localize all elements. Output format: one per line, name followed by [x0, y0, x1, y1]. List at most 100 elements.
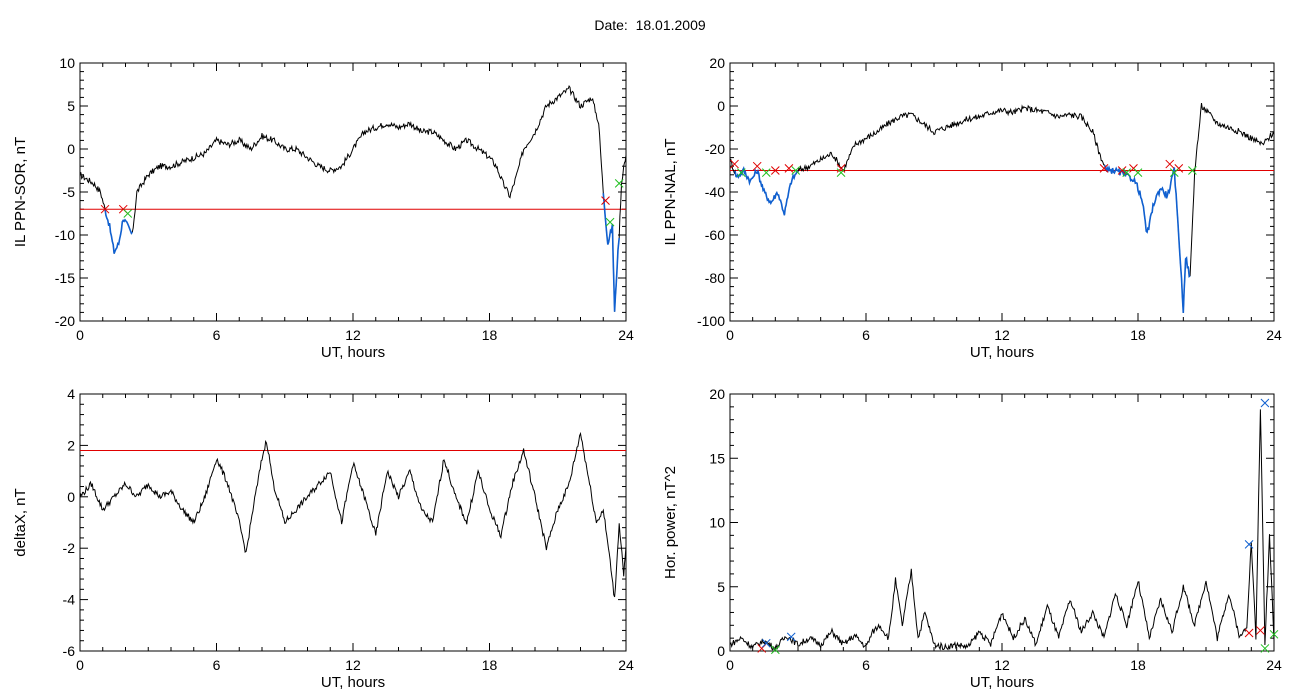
start-marker [752, 161, 762, 171]
x-axis-label: UT, hours [970, 674, 1034, 691]
y-tick-label: 4 [67, 386, 75, 402]
x-tick-label: 12 [994, 657, 1010, 673]
x-tick-label: 6 [213, 657, 221, 673]
y-axis-label: deltaX, nT [12, 488, 29, 556]
y-tick-label: 0 [67, 489, 75, 505]
start-marker [1256, 626, 1265, 635]
peak-marker [1244, 539, 1254, 549]
start-marker [1099, 163, 1109, 173]
start-marker [836, 163, 846, 173]
x-axis-label: UT, hours [321, 674, 385, 691]
x-tick-label: 12 [345, 657, 361, 673]
highlight-segment [602, 193, 620, 312]
x-tick-label: 18 [482, 657, 498, 673]
x-tick-label: 0 [76, 657, 84, 673]
y-tick-label: -80 [705, 270, 725, 286]
end-marker [770, 645, 780, 655]
peak-marker [1260, 398, 1270, 408]
y-tick-label: 10 [709, 515, 725, 531]
y-tick-label: 0 [717, 643, 725, 659]
x-tick-label: 18 [1130, 327, 1146, 343]
y-tick-label: 5 [717, 579, 725, 595]
y-tick-label: -60 [705, 227, 725, 243]
x-tick-label: 6 [862, 657, 870, 673]
x-tick-label: 18 [1130, 657, 1146, 673]
start-marker [1117, 166, 1127, 175]
plot-frame [729, 62, 1275, 322]
y-tick-label: -6 [63, 643, 76, 659]
y-axis-label: Hor. power, nT^2 [662, 466, 679, 579]
series-line [79, 85, 627, 312]
y-tick-label: 20 [709, 55, 725, 71]
end-marker [1260, 644, 1270, 653]
peak-marker [786, 632, 796, 642]
start-marker [100, 204, 110, 214]
x-tick-label: 0 [726, 327, 734, 343]
x-tick-label: 6 [213, 327, 221, 343]
x-tick-label: 12 [345, 327, 361, 343]
start-marker [784, 163, 794, 173]
end-marker [614, 179, 624, 188]
end-marker [791, 166, 801, 175]
end-marker [1269, 629, 1279, 639]
end-marker [1122, 168, 1132, 178]
y-tick-label: -20 [705, 141, 725, 157]
x-tick-label: 24 [1266, 657, 1282, 673]
x-tick-label: 0 [76, 327, 84, 343]
y-axis-label: IL PPN-NAL, nT [662, 139, 679, 246]
y-tick-label: -20 [55, 313, 75, 329]
series-line [729, 103, 1275, 313]
y-tick-label: -40 [705, 184, 725, 200]
y-tick-label: 10 [59, 55, 75, 71]
x-tick-label: 6 [862, 327, 870, 343]
x-tick-label: 18 [482, 327, 498, 343]
y-tick-label: 5 [67, 98, 75, 114]
start-marker [1244, 628, 1254, 638]
series-line [729, 409, 1275, 652]
end-marker [836, 168, 846, 178]
y-tick-label: 15 [709, 450, 725, 466]
y-tick-label: 0 [717, 98, 725, 114]
y-tick-label: 0 [67, 141, 75, 157]
y-tick-label: -4 [63, 592, 76, 608]
y-tick-label: 20 [709, 386, 725, 402]
chart-sor: 0 6 12 18 24 10 5 0 -5 -10 -15 -20 UT, hours IL PPN-S… [12, 55, 634, 361]
y-tick-label: -10 [55, 227, 75, 243]
start-marker [601, 196, 610, 205]
y-tick-label: -15 [55, 270, 75, 286]
end-marker [736, 168, 746, 178]
start-marker [770, 166, 780, 175]
highlight-segment [734, 166, 799, 216]
y-axis-label: IL PPN-SOR, nT [12, 137, 29, 247]
end-marker [1169, 168, 1179, 178]
highlight-segment [104, 208, 133, 254]
end-marker [1133, 168, 1143, 178]
highlight-segment [1103, 164, 1191, 313]
x-tick-label: 12 [994, 327, 1010, 343]
plot-frame [79, 393, 627, 652]
chart-deltax: 0 6 12 18 24 4 2 0 -2 -4 -6 UT, hours deltaX, nT [12, 386, 634, 691]
chart-nal: 0 6 12 18 24 20 0 -20 -40 -60 -80 -100 UT, hours IL P… [662, 55, 1282, 361]
x-tick-label: 24 [618, 327, 634, 343]
start-marker [730, 159, 739, 169]
y-tick-label: -100 [697, 313, 725, 329]
end-marker [761, 168, 771, 178]
x-axis-label: UT, hours [970, 344, 1034, 361]
end-marker [123, 209, 133, 218]
y-tick-label: -2 [63, 540, 76, 556]
x-tick-label: 24 [1266, 327, 1282, 343]
end-marker [605, 217, 615, 227]
peak-marker [761, 638, 771, 648]
x-tick-label: 24 [618, 657, 634, 673]
x-axis-label: UT, hours [321, 344, 385, 361]
y-tick-label: 2 [67, 437, 75, 453]
end-marker [1188, 166, 1197, 175]
series-line [79, 431, 627, 598]
y-tick-label: -5 [63, 184, 76, 200]
plot-frame [79, 62, 627, 322]
page-title: Date: 18.01.2009 [594, 17, 706, 33]
start-marker [1165, 159, 1175, 169]
chart-power: 0 6 12 18 24 20 15 10 5 0 UT, hours Hor. power, nT^… [662, 386, 1282, 691]
plot-frame [729, 393, 1275, 652]
